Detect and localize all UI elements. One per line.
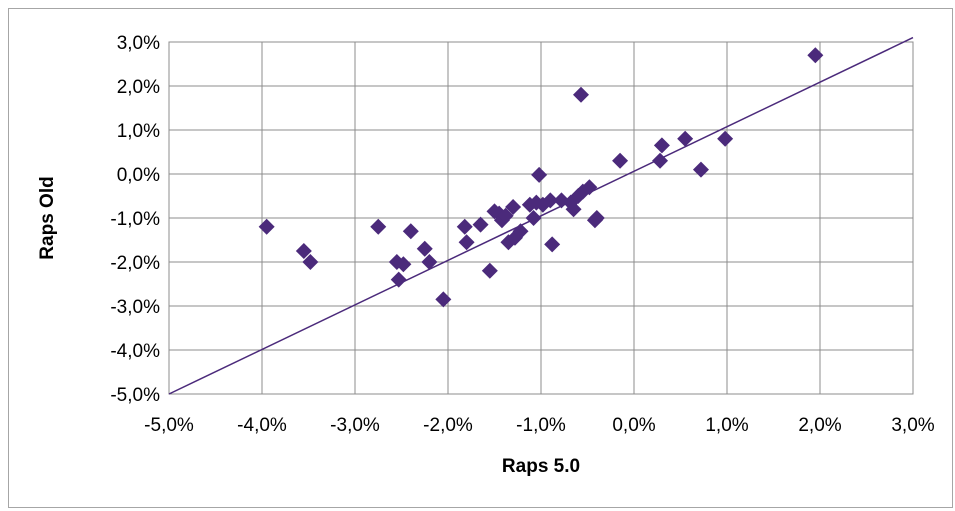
data-point bbox=[259, 219, 275, 235]
data-point bbox=[482, 263, 498, 279]
data-point bbox=[693, 162, 709, 178]
x-tick-label: -5,0% bbox=[144, 415, 194, 436]
data-point bbox=[654, 137, 670, 153]
x-axis-tick-labels: -5,0% -4,0% -3,0% -2,0% -1,0% 0,0% 1,0% 2,0% 3,0… bbox=[144, 415, 935, 436]
x-tick-label: 2,0% bbox=[798, 415, 841, 436]
x-tick-label: -1,0% bbox=[516, 415, 566, 436]
y-axis-title: Raps Old bbox=[37, 176, 58, 259]
data-point bbox=[612, 153, 628, 169]
data-point bbox=[459, 234, 475, 250]
data-point bbox=[717, 131, 733, 147]
y-tick-label: 1,0% bbox=[117, 121, 160, 142]
y-tick-label: -2,0% bbox=[110, 253, 160, 274]
data-point bbox=[531, 167, 547, 183]
x-tick-label: -3,0% bbox=[330, 415, 380, 436]
data-point bbox=[573, 87, 589, 103]
x-tick-label: 3,0% bbox=[891, 415, 934, 436]
x-axis-title: Raps 5.0 bbox=[502, 456, 580, 477]
data-point bbox=[417, 241, 433, 257]
x-tick-label: -4,0% bbox=[237, 415, 287, 436]
data-point bbox=[435, 291, 451, 307]
data-point bbox=[421, 254, 437, 270]
y-tick-label: -1,0% bbox=[110, 209, 160, 230]
scatter-chart: -5,0% -4,0% -3,0% -2,0% -1,0% 0,0% 1,0% 2,0% 3,0… bbox=[9, 9, 954, 509]
y-tick-label: -4,0% bbox=[110, 341, 160, 362]
data-point bbox=[403, 223, 419, 239]
data-point bbox=[544, 236, 560, 252]
y-axis-tick-labels: -5,0% -4,0% -3,0% -2,0% -1,0% 0,0% 1,0% 2,0% 3,0… bbox=[110, 33, 160, 406]
data-point bbox=[370, 219, 386, 235]
data-point bbox=[652, 153, 668, 169]
data-point bbox=[473, 217, 489, 233]
y-tick-label: -3,0% bbox=[110, 297, 160, 318]
x-tick-label: 0,0% bbox=[612, 415, 655, 436]
x-tick-label: -2,0% bbox=[423, 415, 473, 436]
chart-area: -5,0% -4,0% -3,0% -2,0% -1,0% 0,0% 1,0% 2,0% 3,0… bbox=[8, 8, 953, 508]
data-point bbox=[457, 219, 473, 235]
y-tick-label: 0,0% bbox=[117, 165, 160, 186]
y-tick-label: -5,0% bbox=[110, 385, 160, 406]
y-tick-label: 2,0% bbox=[117, 77, 160, 98]
y-tick-label: 3,0% bbox=[117, 33, 160, 54]
data-point bbox=[526, 210, 542, 226]
data-point bbox=[391, 272, 407, 288]
data-point bbox=[807, 47, 823, 63]
x-tick-label: 1,0% bbox=[705, 415, 748, 436]
